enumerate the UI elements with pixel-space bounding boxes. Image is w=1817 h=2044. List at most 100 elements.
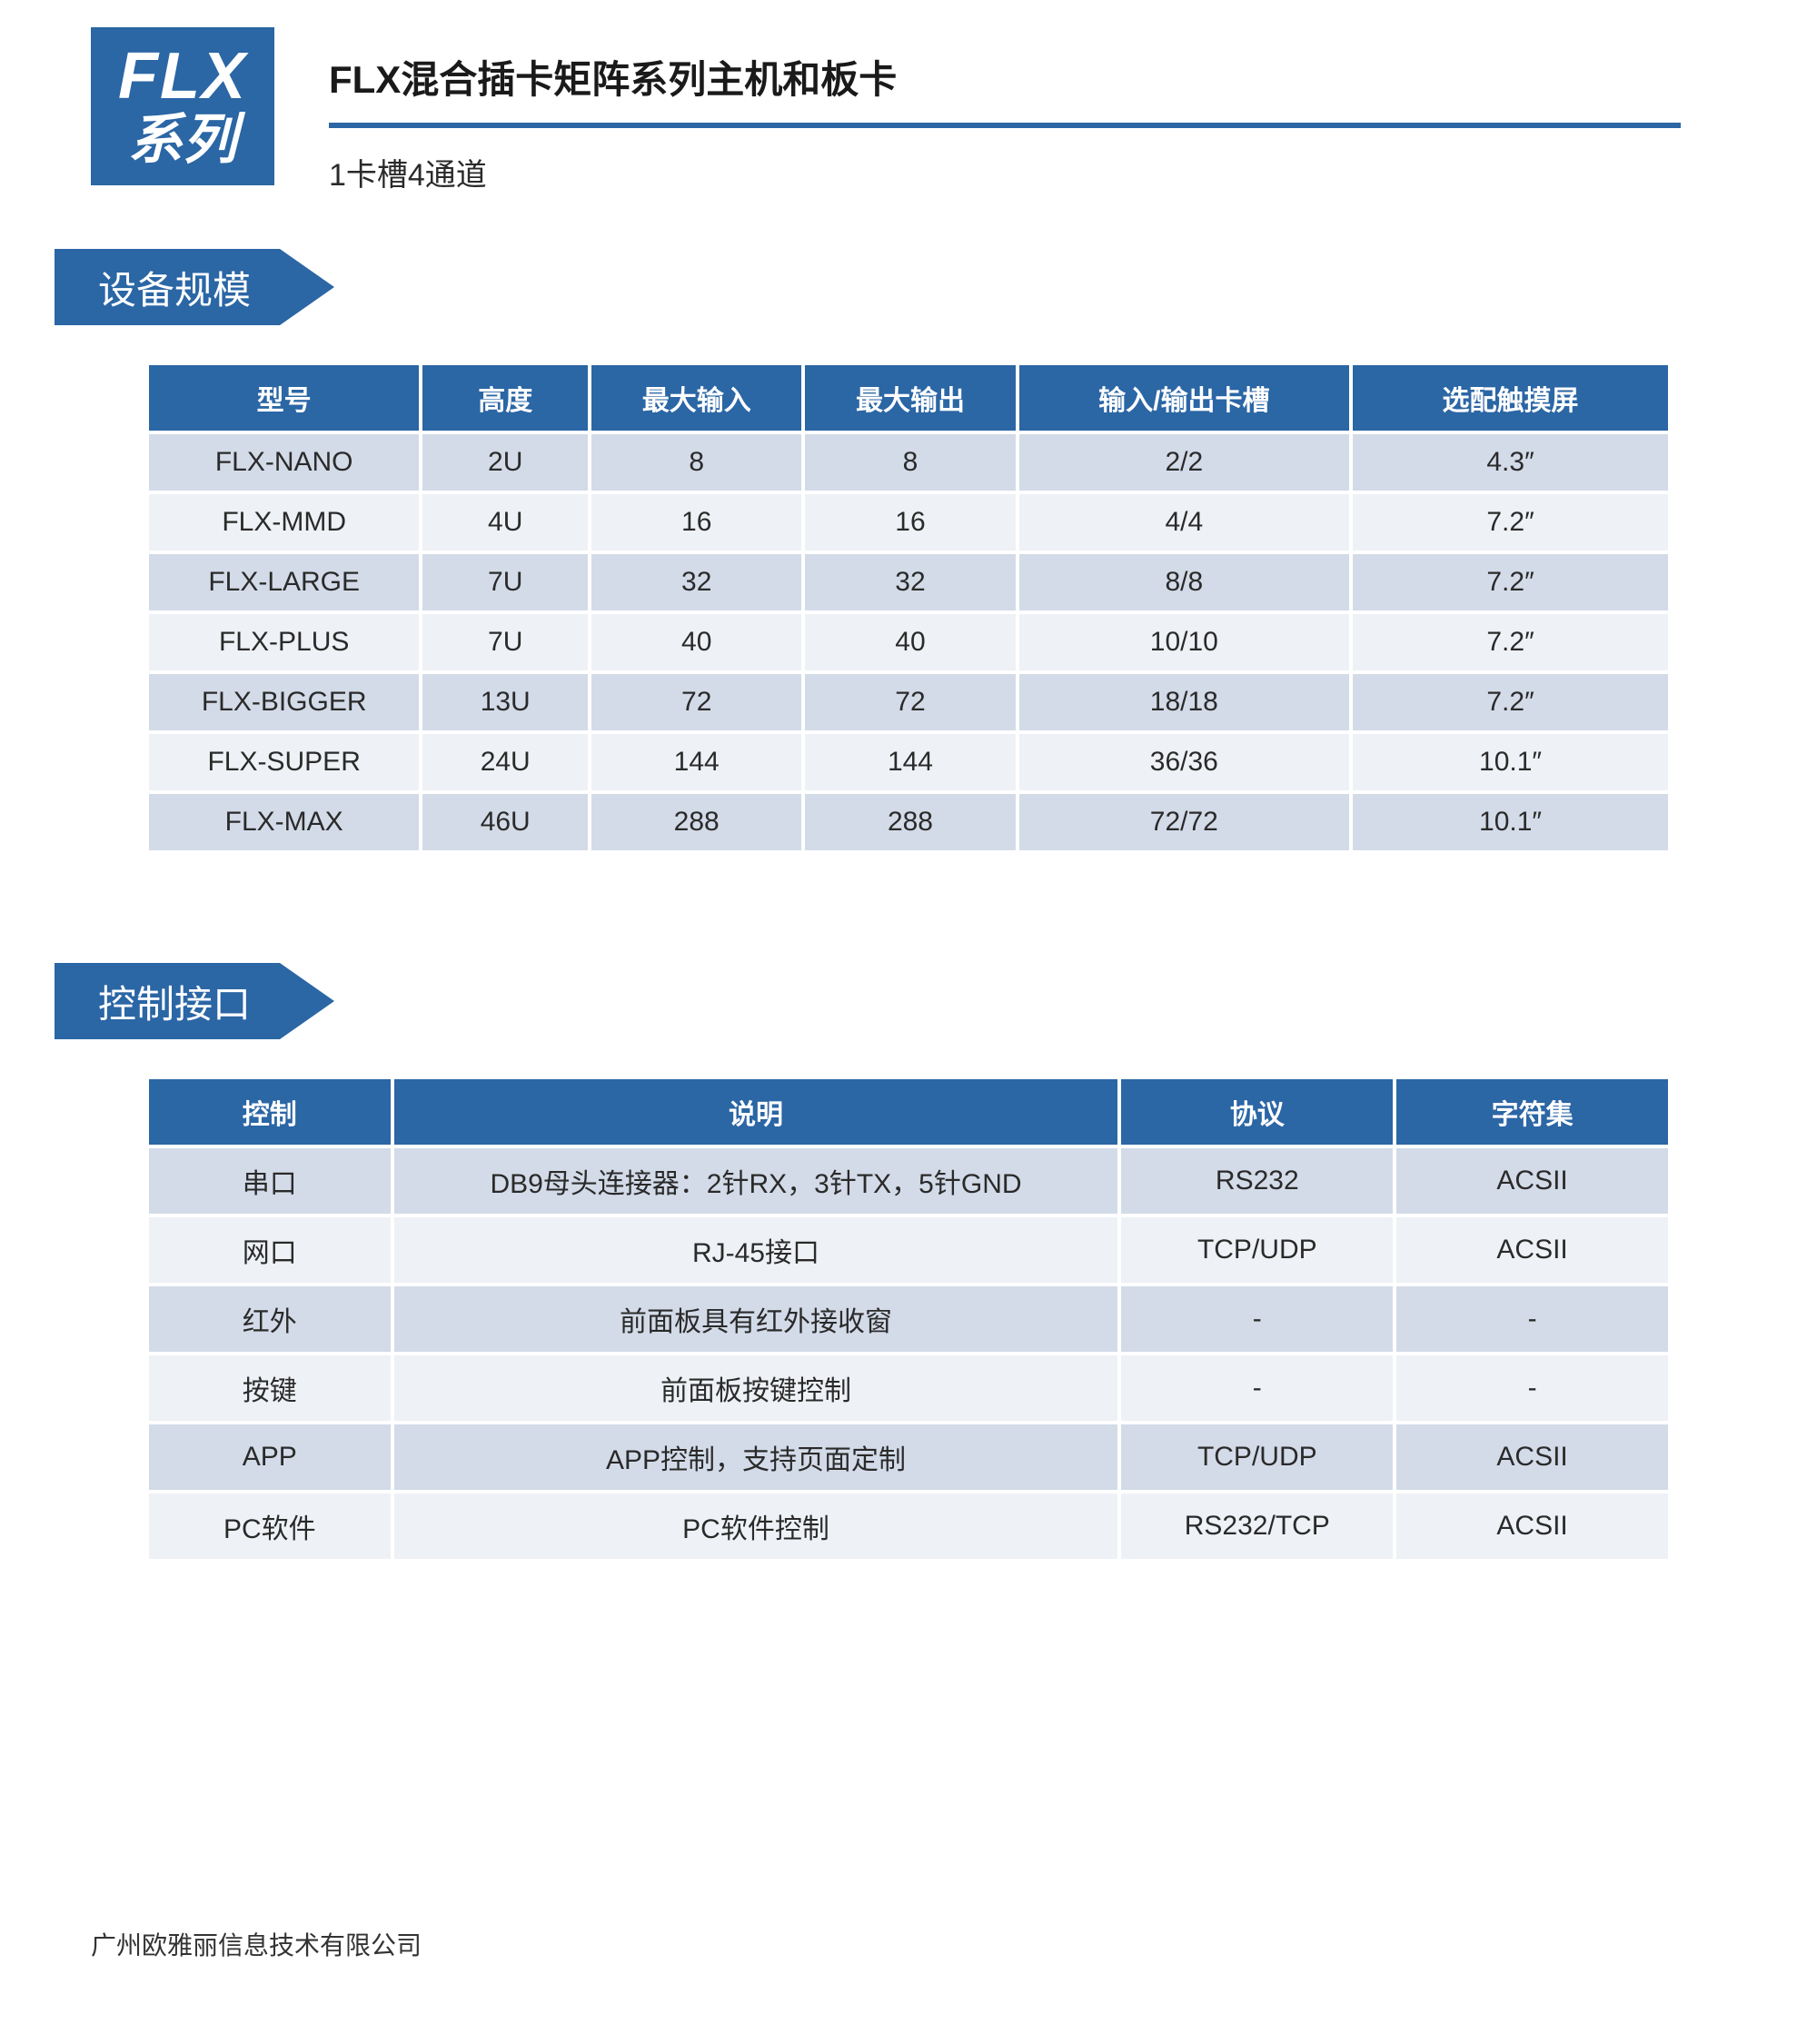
table-row: FLX-SUPER24U14414436/3610.1″ bbox=[149, 734, 1668, 790]
table-cell: 13U bbox=[422, 674, 588, 730]
section-label-control: 控制接口 bbox=[55, 963, 280, 1039]
table-header-cell: 最大输入 bbox=[591, 365, 801, 431]
footer-company: 广州欧雅丽信息技术有限公司 bbox=[91, 1926, 422, 1962]
table-cell: 36/36 bbox=[1019, 734, 1349, 790]
table-cell: 4U bbox=[422, 494, 588, 551]
table-cell: RJ-45接口 bbox=[394, 1217, 1118, 1283]
table-cell: 7.2″ bbox=[1353, 614, 1668, 670]
control-table-wrapper: 控制说明协议字符集串口DB9母头连接器：2针RX，3针TX，5针GNDRS232… bbox=[0, 1076, 1817, 1563]
table-cell: 7.2″ bbox=[1353, 674, 1668, 730]
table-row: 红外前面板具有红外接收窗-- bbox=[149, 1286, 1668, 1352]
table-cell: 7.2″ bbox=[1353, 494, 1668, 551]
table-cell: 8 bbox=[591, 434, 801, 491]
table-cell: FLX-MAX bbox=[149, 794, 419, 850]
table-cell: 10.1″ bbox=[1353, 794, 1668, 850]
table-cell: 串口 bbox=[149, 1148, 391, 1214]
table-cell: ACSII bbox=[1396, 1217, 1668, 1283]
table-cell: 红外 bbox=[149, 1286, 391, 1352]
table-cell: 72 bbox=[591, 674, 801, 730]
table-cell: TCP/UDP bbox=[1121, 1424, 1393, 1490]
page: FLX 系列 FLX混合插卡矩阵系列主机和板卡 1卡槽4通道 设备规模 型号高度… bbox=[0, 0, 1817, 2044]
table-cell: 7.2″ bbox=[1353, 554, 1668, 610]
table-cell: APP控制，支持页面定制 bbox=[394, 1424, 1118, 1490]
table-cell: 46U bbox=[422, 794, 588, 850]
table-cell: FLX-BIGGER bbox=[149, 674, 419, 730]
table-cell: FLX-LARGE bbox=[149, 554, 419, 610]
control-table: 控制说明协议字符集串口DB9母头连接器：2针RX，3针TX，5针GNDRS232… bbox=[145, 1076, 1672, 1563]
series-badge: FLX 系列 bbox=[91, 27, 274, 185]
table-row: FLX-NANO2U882/24.3″ bbox=[149, 434, 1668, 491]
table-row: FLX-LARGE7U32328/87.2″ bbox=[149, 554, 1668, 610]
table-header-cell: 输入/输出卡槽 bbox=[1019, 365, 1349, 431]
table-cell: 40 bbox=[591, 614, 801, 670]
table-cell: FLX-MMD bbox=[149, 494, 419, 551]
table-header-cell: 协议 bbox=[1121, 1079, 1393, 1145]
table-header-cell: 字符集 bbox=[1396, 1079, 1668, 1145]
table-row: PC软件PC软件控制RS232/TCPACSII bbox=[149, 1493, 1668, 1559]
table-cell: 144 bbox=[805, 734, 1015, 790]
table-header-cell: 选配触摸屏 bbox=[1353, 365, 1668, 431]
scale-table: 型号高度最大输入最大输出输入/输出卡槽选配触摸屏FLX-NANO2U882/24… bbox=[145, 362, 1672, 854]
scale-table-wrapper: 型号高度最大输入最大输出输入/输出卡槽选配触摸屏FLX-NANO2U882/24… bbox=[0, 362, 1817, 854]
table-cell: 288 bbox=[805, 794, 1015, 850]
table-cell: 72 bbox=[805, 674, 1015, 730]
table-cell: 8/8 bbox=[1019, 554, 1349, 610]
badge-line1: FLX bbox=[118, 44, 247, 109]
table-cell: 24U bbox=[422, 734, 588, 790]
table-cell: ACSII bbox=[1396, 1493, 1668, 1559]
table-cell: APP bbox=[149, 1424, 391, 1490]
table-cell: ACSII bbox=[1396, 1424, 1668, 1490]
table-cell: 10/10 bbox=[1019, 614, 1349, 670]
table-cell: 网口 bbox=[149, 1217, 391, 1283]
table-cell: 8 bbox=[805, 434, 1015, 491]
table-cell: PC软件控制 bbox=[394, 1493, 1118, 1559]
section-label-scale: 设备规模 bbox=[55, 249, 280, 325]
table-cell: FLX-NANO bbox=[149, 434, 419, 491]
table-cell: 2U bbox=[422, 434, 588, 491]
table-header-cell: 高度 bbox=[422, 365, 588, 431]
page-subtitle: 1卡槽4通道 bbox=[329, 150, 1681, 194]
page-title: FLX混合插卡矩阵系列主机和板卡 bbox=[329, 49, 1681, 104]
table-row: FLX-MAX46U28828872/7210.1″ bbox=[149, 794, 1668, 850]
table-cell: 2/2 bbox=[1019, 434, 1349, 491]
table-cell: ACSII bbox=[1396, 1148, 1668, 1214]
table-cell: 4/4 bbox=[1019, 494, 1349, 551]
table-cell: 10.1″ bbox=[1353, 734, 1668, 790]
table-row: FLX-MMD4U16164/47.2″ bbox=[149, 494, 1668, 551]
table-row: 网口RJ-45接口TCP/UDPACSII bbox=[149, 1217, 1668, 1283]
table-cell: FLX-PLUS bbox=[149, 614, 419, 670]
table-cell: TCP/UDP bbox=[1121, 1217, 1393, 1283]
table-row: 串口DB9母头连接器：2针RX，3针TX，5针GNDRS232ACSII bbox=[149, 1148, 1668, 1214]
table-cell: 4.3″ bbox=[1353, 434, 1668, 491]
table-cell: 40 bbox=[805, 614, 1015, 670]
table-cell: 288 bbox=[591, 794, 801, 850]
table-header-cell: 型号 bbox=[149, 365, 419, 431]
table-cell: 16 bbox=[591, 494, 801, 551]
table-cell: - bbox=[1121, 1286, 1393, 1352]
title-divider bbox=[329, 123, 1681, 128]
table-cell: 前面板具有红外接收窗 bbox=[394, 1286, 1118, 1352]
table-cell: PC软件 bbox=[149, 1493, 391, 1559]
table-cell: 144 bbox=[591, 734, 801, 790]
page-header: FLX 系列 FLX混合插卡矩阵系列主机和板卡 1卡槽4通道 bbox=[0, 27, 1817, 194]
table-cell: 7U bbox=[422, 554, 588, 610]
table-cell: - bbox=[1121, 1355, 1393, 1421]
table-cell: 72/72 bbox=[1019, 794, 1349, 850]
table-row: FLX-PLUS7U404010/107.2″ bbox=[149, 614, 1668, 670]
section-label-scale-text: 设备规模 bbox=[98, 260, 251, 315]
table-cell: 按键 bbox=[149, 1355, 391, 1421]
table-cell: 18/18 bbox=[1019, 674, 1349, 730]
table-row: 按键前面板按键控制-- bbox=[149, 1355, 1668, 1421]
table-cell: 7U bbox=[422, 614, 588, 670]
table-cell: DB9母头连接器：2针RX，3针TX，5针GND bbox=[394, 1148, 1118, 1214]
table-cell: - bbox=[1396, 1286, 1668, 1352]
table-header-cell: 说明 bbox=[394, 1079, 1118, 1145]
table-row: FLX-BIGGER13U727218/187.2″ bbox=[149, 674, 1668, 730]
table-row: APPAPP控制，支持页面定制TCP/UDPACSII bbox=[149, 1424, 1668, 1490]
table-cell: 32 bbox=[591, 554, 801, 610]
title-block: FLX混合插卡矩阵系列主机和板卡 1卡槽4通道 bbox=[329, 27, 1817, 194]
table-header-cell: 最大输出 bbox=[805, 365, 1015, 431]
table-cell: - bbox=[1396, 1355, 1668, 1421]
table-cell: RS232 bbox=[1121, 1148, 1393, 1214]
table-cell: 32 bbox=[805, 554, 1015, 610]
